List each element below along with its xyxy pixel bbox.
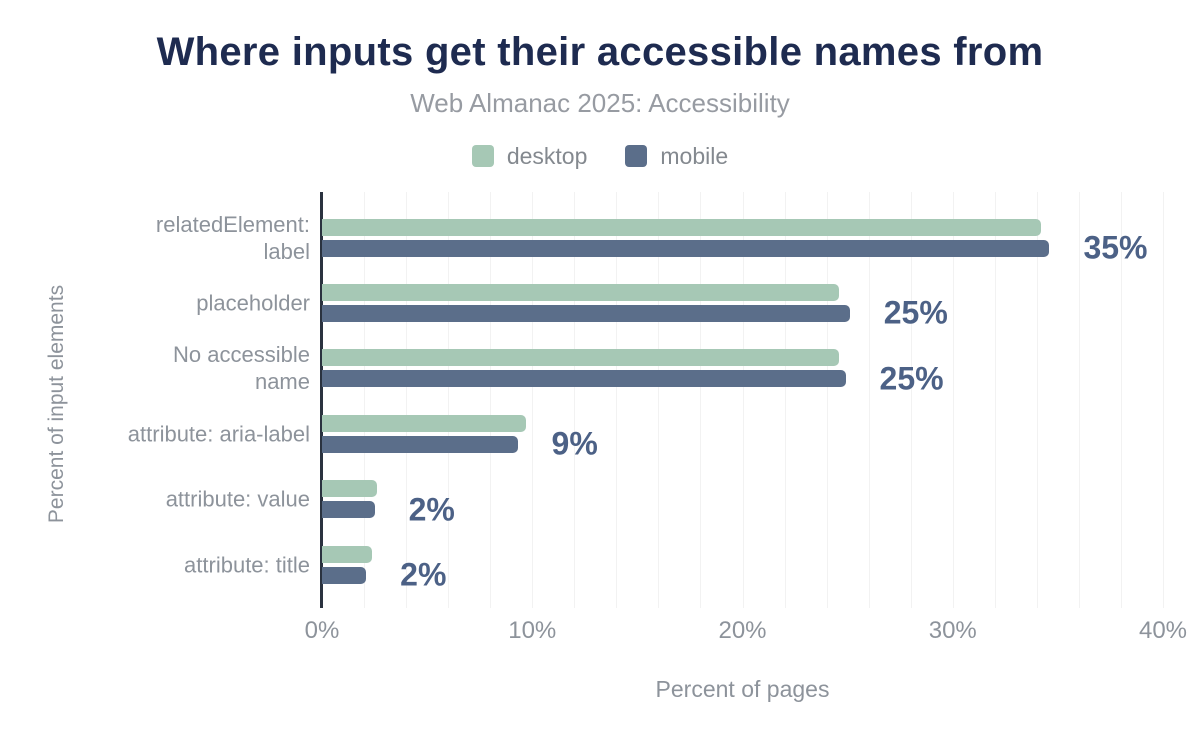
gridline [1036, 192, 1038, 608]
gridline [910, 192, 912, 608]
bar-desktop-0[interactable] [322, 218, 1042, 236]
gridline [448, 192, 450, 608]
legend-item-mobile[interactable]: mobile [625, 143, 728, 170]
value-label: 9% [551, 425, 598, 462]
bar-desktop-4[interactable] [322, 480, 377, 498]
gridline [490, 192, 492, 608]
gridline [868, 192, 870, 608]
legend-swatch-desktop [471, 145, 494, 167]
legend-swatch-mobile [625, 145, 648, 167]
bar-mobile-1[interactable] [322, 304, 850, 322]
value-label: 2% [408, 491, 455, 528]
value-label: 2% [400, 556, 447, 593]
category-label: No accessible name [173, 342, 310, 395]
gridline [532, 192, 534, 608]
legend-item-desktop[interactable]: desktop [471, 142, 588, 170]
category-label: attribute: title [184, 552, 310, 577]
x-tick-label: 10% [508, 617, 557, 644]
gridline [574, 192, 576, 608]
bar-mobile-4[interactable] [322, 501, 375, 519]
gridline [994, 192, 996, 608]
category-label: relatedElement: label [155, 211, 310, 264]
gridline [784, 192, 786, 608]
bar-mobile-2[interactable] [322, 370, 846, 388]
legend-item-label: mobile [660, 142, 729, 169]
bar-mobile-0[interactable] [322, 239, 1050, 257]
legend: desktop mobile [0, 143, 1200, 169]
value-label: 25% [883, 294, 948, 331]
gridline [616, 192, 618, 608]
bar-desktop-1[interactable] [322, 283, 840, 301]
bar-mobile-5[interactable] [322, 566, 367, 584]
value-label: 35% [1083, 229, 1148, 266]
x-axis-title: Percent of pages [655, 676, 830, 702]
chart-title: Where inputs get their accessible names … [156, 30, 1044, 74]
gridline [700, 192, 702, 608]
gridline [1163, 192, 1164, 608]
x-tick-label: 40% [1138, 617, 1188, 644]
chart-subtitle: Web Almanac 2025: Accessibility [410, 88, 790, 118]
gridline [952, 192, 954, 608]
plot-area: relatedElement: label 35% placeholder 25% No… [128, 192, 1164, 608]
gridline [406, 192, 408, 608]
x-tick-label: 0% [304, 617, 340, 644]
category-label: placeholder [196, 290, 310, 316]
bar-desktop-2[interactable] [322, 349, 840, 367]
y-axis-line [320, 192, 323, 608]
x-tick-label: 30% [928, 617, 977, 644]
gridline [826, 192, 828, 608]
x-tick-label: 20% [718, 617, 767, 644]
gridline [364, 192, 366, 608]
bar-desktop-5[interactable] [322, 545, 373, 563]
gridline [1120, 192, 1122, 608]
bar-desktop-3[interactable] [322, 414, 526, 432]
gridline [658, 192, 660, 608]
category-label: attribute: value [165, 486, 310, 512]
gridline [742, 192, 744, 608]
category-label: attribute: aria-label [127, 421, 310, 447]
value-label: 25% [879, 360, 944, 397]
gridline [1078, 192, 1080, 608]
legend-item-label: desktop [506, 142, 588, 169]
bar-mobile-3[interactable] [322, 435, 518, 453]
